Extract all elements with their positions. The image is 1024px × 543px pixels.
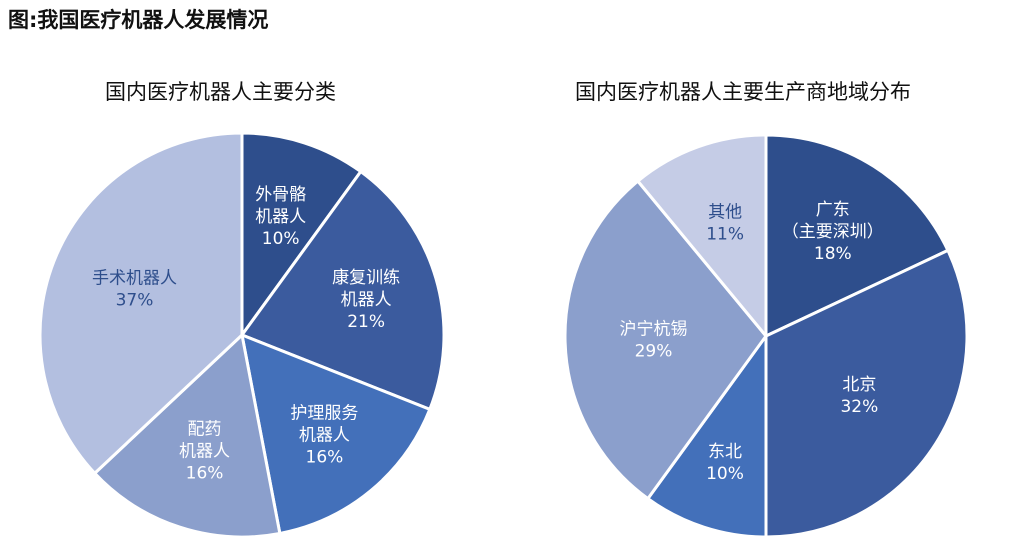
pie-0-slice-1-label: 康复训练机器人 21% xyxy=(332,268,400,332)
pie-0-slice-4 xyxy=(38,131,244,476)
pie-0-slice-2 xyxy=(240,332,432,536)
chart-title-categories: 国内医疗机器人主要分类 xyxy=(105,80,336,104)
pie-1-slice-3 xyxy=(563,179,768,501)
pie-1-slice-0-label: 广东（主要深圳） 18% xyxy=(782,200,884,264)
pie-0-slice-1 xyxy=(239,169,446,412)
pie-0-slice-3-label: 配药机器人 16% xyxy=(179,419,230,483)
figure-title: 图:我国医疗机器人发展情况 xyxy=(8,8,269,32)
pie-1-slice-0 xyxy=(764,133,950,339)
pie-1-slice-1 xyxy=(764,248,969,539)
pie-1-slice-2 xyxy=(645,331,768,539)
pie-1-slice-2-label: 东北 10% xyxy=(706,442,744,484)
pie-0-slice-0 xyxy=(240,131,363,340)
pie-1-slice-1-label: 北京 32% xyxy=(840,375,878,417)
pie-0-slice-3 xyxy=(92,332,282,539)
pie-1-slice-4-label: 其他 11% xyxy=(706,203,744,245)
pie-0-slice-0-label: 外骨骼机器人 10% xyxy=(255,185,306,249)
pie-0-slice-2-label: 护理服务机器人 16% xyxy=(290,404,358,468)
pie-1-slice-4 xyxy=(635,133,768,341)
chart-title-regions: 国内医疗机器人主要生产商地域分布 xyxy=(575,80,911,104)
pie-0-slice-4-label: 手术机器人 37% xyxy=(92,268,177,310)
pie-1-slice-3-label: 沪宁杭锡 29% xyxy=(619,320,687,362)
